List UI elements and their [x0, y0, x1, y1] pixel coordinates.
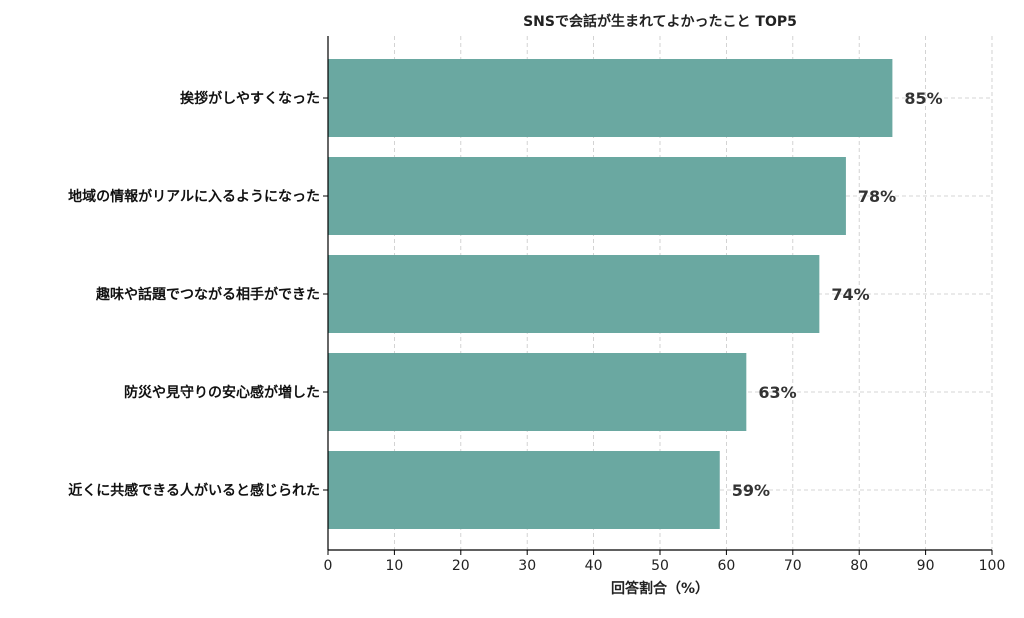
value-label: 85%	[904, 89, 942, 108]
x-tick-label: 0	[324, 558, 333, 574]
x-tick-label: 40	[585, 558, 603, 574]
value-label: 63%	[758, 383, 796, 402]
value-label: 78%	[858, 187, 896, 206]
x-tick-label: 10	[385, 558, 403, 574]
x-tick-label: 50	[651, 558, 669, 574]
bar	[328, 59, 893, 137]
x-tick-label: 60	[717, 558, 735, 574]
bars	[328, 59, 893, 529]
x-tick-label: 100	[979, 558, 1006, 574]
x-axis-title: 回答割合（%）	[611, 580, 709, 597]
category-label: 防災や見守りの安心感が増した	[124, 384, 320, 401]
category-label: 地域の情報がリアルに入るようになった	[68, 188, 320, 205]
x-tick-label: 70	[784, 558, 802, 574]
x-tick-label: 80	[850, 558, 868, 574]
category-label: 趣味や話題でつながる相手ができた	[95, 286, 320, 303]
x-tick-label: 30	[518, 558, 536, 574]
chart-title: SNSで会話が生まれてよかったこと TOP5	[523, 13, 797, 30]
x-tick-label: 20	[452, 558, 470, 574]
category-label: 近くに共感できる人がいると感じられた	[68, 482, 320, 499]
value-label: 59%	[732, 481, 770, 500]
bar	[328, 255, 820, 333]
bar	[328, 353, 747, 431]
labels: 0 10 20 30 40 50 60 70 80 90 100 挨拶がしやすくなった 85% 地域の情報…	[68, 89, 1005, 574]
category-label: 挨拶がしやすくなった	[180, 90, 320, 107]
axes	[323, 36, 993, 555]
bar	[328, 157, 846, 235]
x-tick-label: 90	[917, 558, 935, 574]
bar	[328, 451, 720, 529]
value-label: 74%	[831, 285, 869, 304]
